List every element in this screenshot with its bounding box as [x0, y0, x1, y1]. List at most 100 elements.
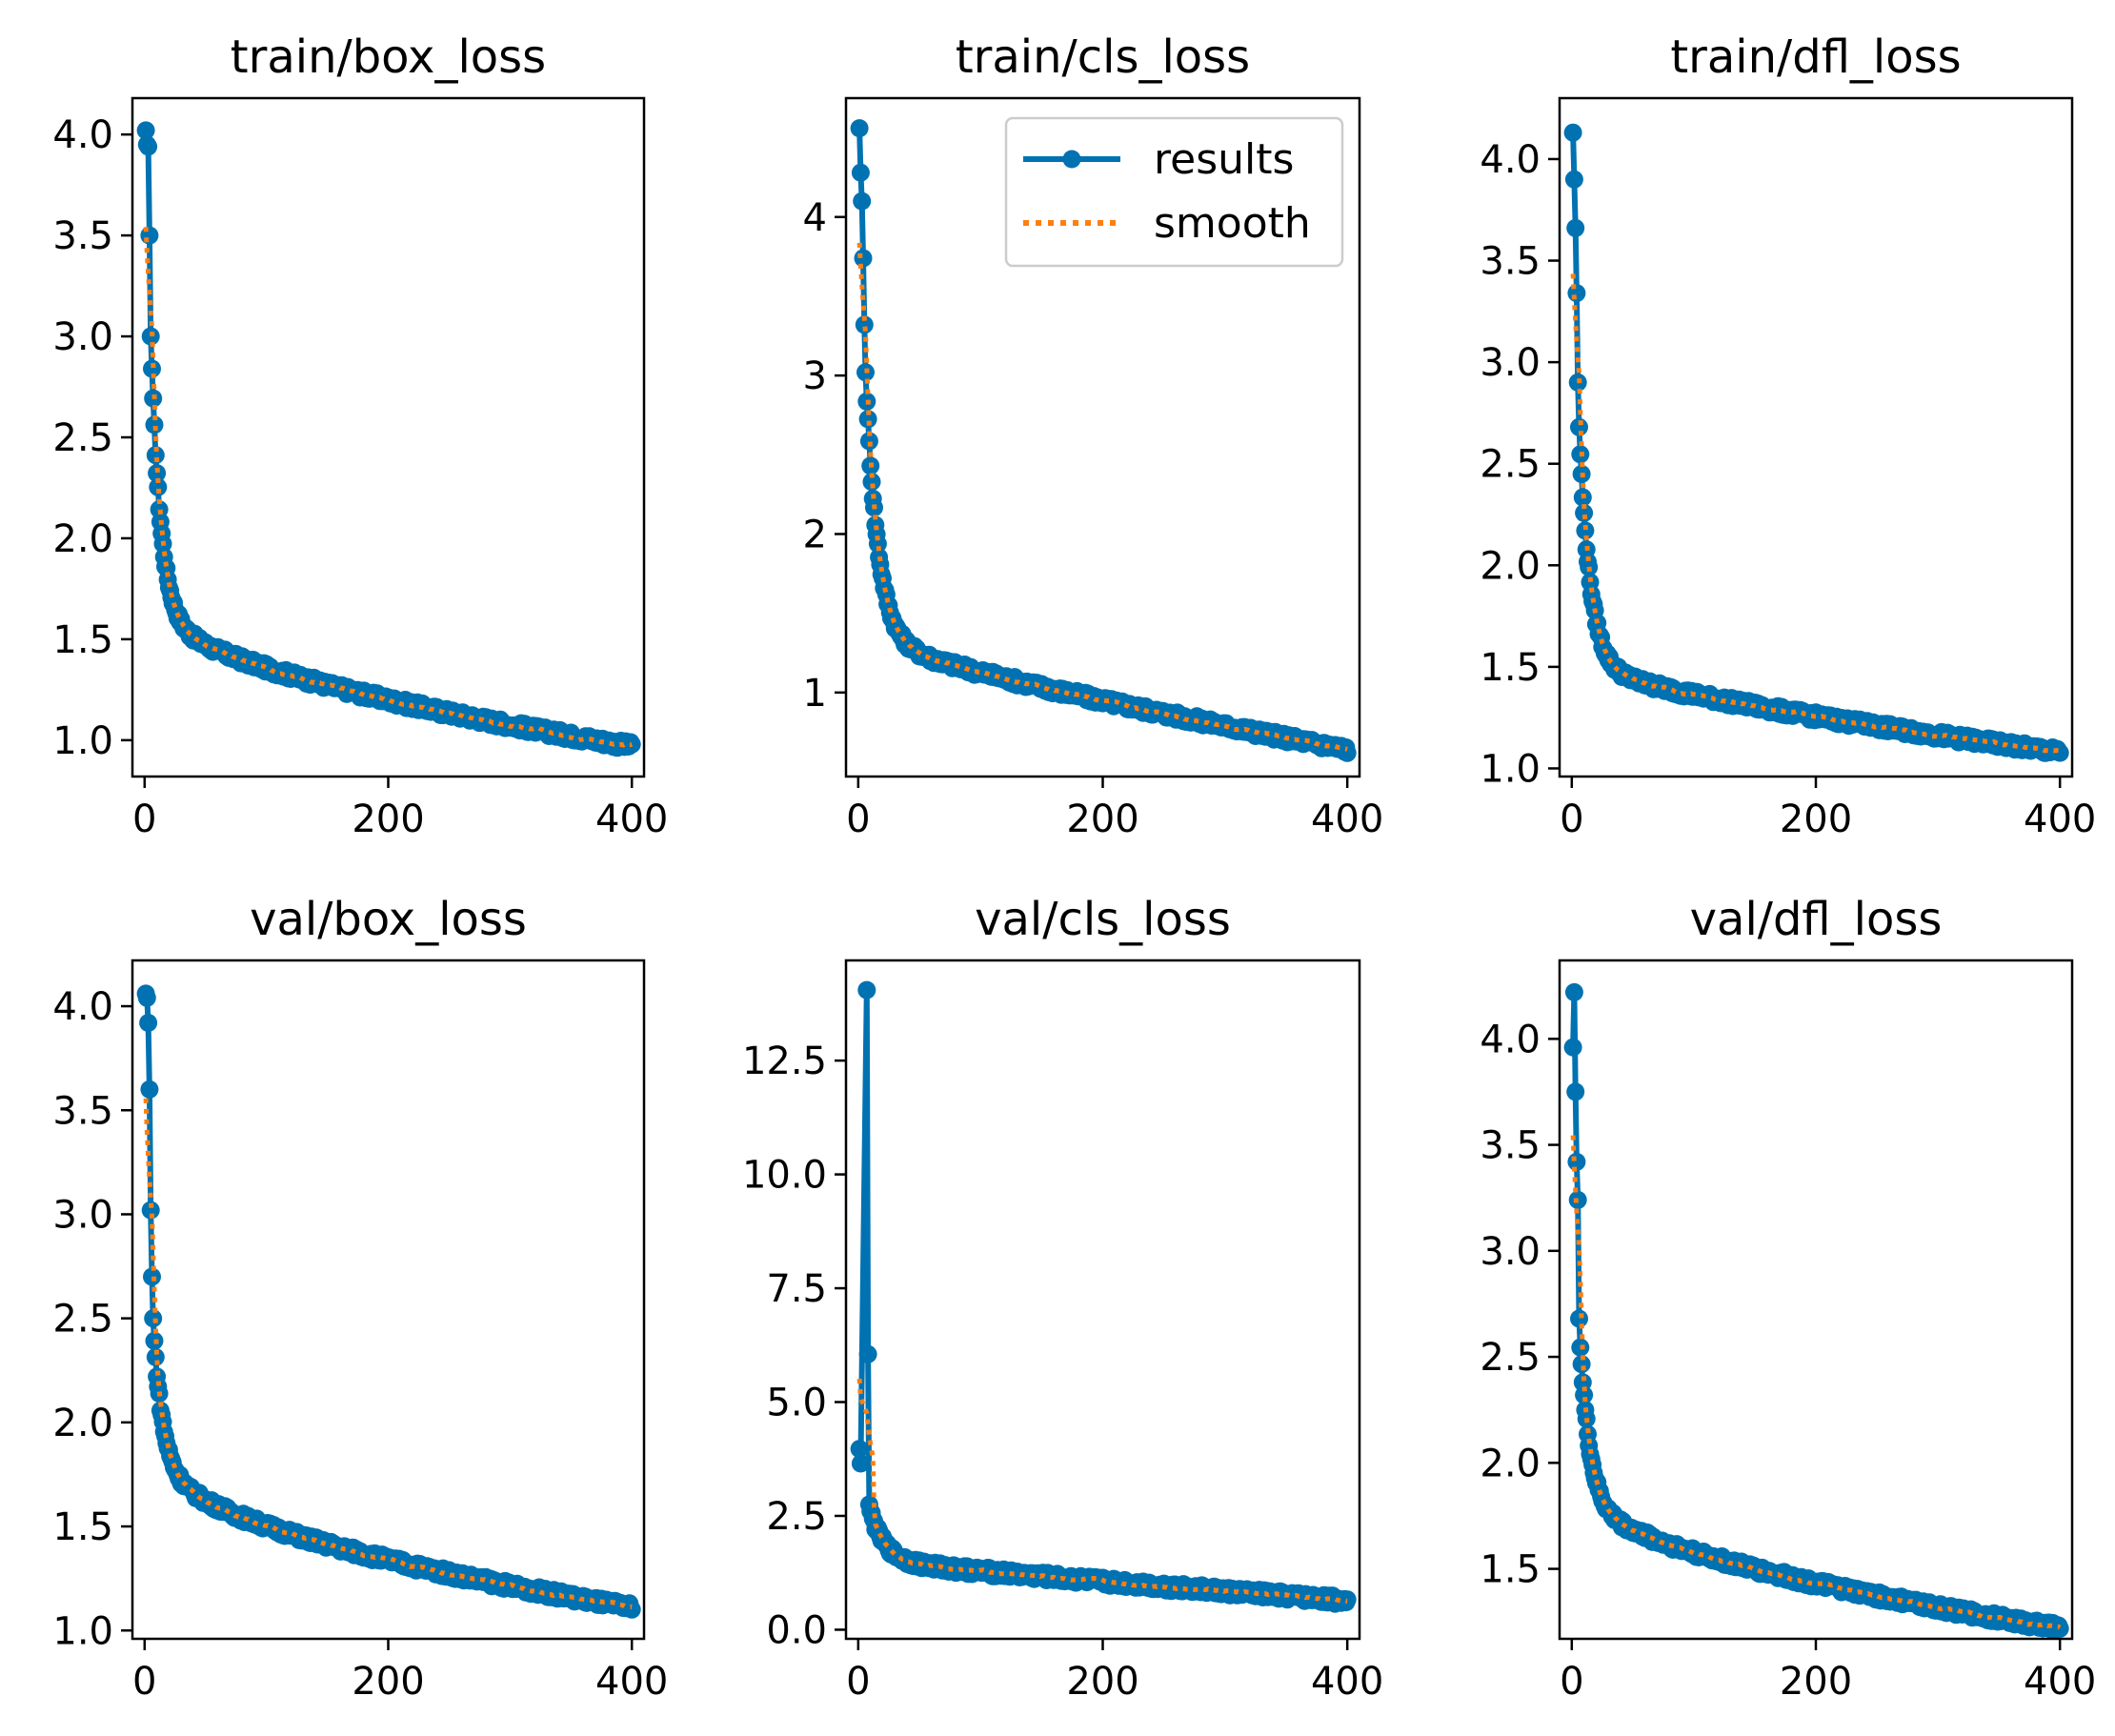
y-tick-label: 3.0 — [1480, 341, 1541, 385]
x-tick-label: 200 — [1066, 797, 1138, 841]
x-tick-label: 200 — [352, 1660, 424, 1704]
results-point — [2050, 1619, 2069, 1638]
results-point — [868, 535, 887, 554]
y-tick-label: 2.5 — [1480, 443, 1541, 487]
x-tick-label: 200 — [1780, 1660, 1852, 1704]
results-point — [853, 192, 872, 211]
x-tick-label: 0 — [846, 797, 870, 841]
y-tick-label: 2.5 — [52, 1298, 113, 1342]
y-tick-label: 1.5 — [1480, 646, 1541, 690]
x-tick-label: 400 — [1311, 1660, 1383, 1704]
results-point — [1566, 218, 1585, 237]
smooth-line — [143, 1098, 633, 1610]
x-tick-label: 200 — [352, 797, 424, 841]
y-tick-label: 3.5 — [1480, 1124, 1541, 1168]
legend-label-smooth: smooth — [1154, 199, 1311, 248]
x-tick-label: 400 — [2024, 1660, 2096, 1704]
results-point — [140, 1080, 159, 1099]
results-point — [1564, 170, 1583, 189]
results-point — [136, 121, 155, 140]
results-point — [1576, 521, 1595, 540]
panel-val-box-loss: val/box_loss 0 200 400 1.0 1.5 2.0 2.5 3.0 3.5 4.… — [52, 893, 668, 1704]
panel-title: val/dfl_loss — [1690, 893, 1943, 946]
results-point — [1566, 1082, 1585, 1101]
y-tick-label: 3.0 — [52, 315, 113, 359]
legend-label-results: results — [1154, 135, 1294, 184]
panel-title: val/box_loss — [250, 893, 527, 946]
x-tick-label: 400 — [2024, 797, 2096, 841]
x-tick-label: 400 — [1311, 797, 1383, 841]
results-point — [146, 446, 165, 465]
y-tick-label: 2.0 — [1480, 1442, 1541, 1485]
y-tick-label: 2.0 — [52, 1402, 113, 1445]
results-point — [1563, 123, 1582, 142]
y-tick-label: 2.0 — [52, 517, 113, 561]
x-tick-label: 0 — [132, 797, 156, 841]
results-point — [143, 359, 161, 378]
results-point — [858, 410, 877, 429]
legend-results-marker — [1062, 150, 1081, 169]
panel-val-dfl-loss: val/dfl_loss 0 200 400 1.5 2.0 2.5 3.0 3.5 4.0 — [1480, 893, 2096, 1704]
y-tick-label: 7.5 — [766, 1267, 827, 1311]
y-tick-label: 4.0 — [52, 985, 113, 1029]
results-point — [1570, 1309, 1588, 1328]
y-tick-label: 1.0 — [1480, 747, 1541, 791]
y-tick-label: 1.0 — [52, 1609, 113, 1653]
panel-title: train/dfl_loss — [1670, 30, 1961, 84]
x-tick-label: 200 — [1780, 797, 1852, 841]
results-point — [146, 1347, 165, 1366]
panel-train-cls-loss: train/cls_loss 0 200 400 1 2 3 4 results smoot… — [803, 30, 1384, 841]
results-point — [1567, 284, 1586, 303]
y-tick-label: 1 — [803, 672, 827, 716]
y-tick-label: 1.5 — [52, 618, 113, 662]
x-tick-label: 0 — [1560, 1660, 1583, 1704]
panel-val-cls-loss: val/cls_loss 0 200 400 0.0 2.5 5.0 7.5 10.0 12.5 — [742, 893, 1383, 1704]
results-point — [140, 226, 159, 245]
y-tick-label: 2.0 — [1480, 544, 1541, 588]
results-point — [1572, 1355, 1591, 1374]
results-point — [141, 1201, 160, 1220]
y-tick-label: 2 — [803, 513, 827, 556]
results-point — [139, 137, 158, 156]
results-point — [850, 119, 869, 138]
results-point — [1575, 1385, 1594, 1404]
y-tick-label: 0.0 — [766, 1608, 827, 1652]
results-point — [1564, 982, 1583, 1001]
panel-title: train/cls_loss — [956, 30, 1250, 84]
smooth-line — [1570, 1135, 2062, 1630]
legend-frame — [1004, 116, 1344, 268]
y-tick-label: 2.5 — [1480, 1336, 1541, 1380]
y-tick-label: 1.0 — [52, 719, 113, 763]
y-tick-label: 3.0 — [52, 1193, 113, 1237]
results-point — [850, 1440, 869, 1459]
smooth-line — [856, 1378, 1348, 1604]
results-point — [1338, 743, 1357, 762]
y-tick-label: 3.5 — [52, 214, 113, 258]
y-tick-label: 12.5 — [742, 1040, 827, 1083]
y-tick-label: 1.5 — [52, 1505, 113, 1549]
results-point — [851, 1454, 870, 1473]
panel-title: val/cls_loss — [975, 893, 1231, 946]
y-tick-label: 4.0 — [52, 113, 113, 157]
x-tick-label: 200 — [1066, 1660, 1138, 1704]
x-tick-label: 0 — [1560, 797, 1583, 841]
y-tick-label: 5.0 — [766, 1382, 827, 1425]
smooth-line — [1570, 273, 2062, 754]
y-tick-label: 3.0 — [1480, 1230, 1541, 1274]
x-tick-label: 0 — [132, 1660, 156, 1704]
results-point — [855, 315, 874, 334]
y-tick-label: 4.0 — [1480, 1018, 1541, 1061]
smooth-line — [143, 227, 633, 748]
y-tick-label: 3.5 — [1480, 240, 1541, 284]
x-tick-label: 400 — [595, 797, 668, 841]
panel-train-dfl-loss: train/dfl_loss 0 200 400 1.0 1.5 2.0 2.5 3.0 3.5… — [1480, 30, 2096, 841]
results-point — [851, 163, 870, 182]
y-tick-label: 3 — [803, 354, 827, 398]
x-tick-label: 400 — [595, 1660, 668, 1704]
legend: results smooth — [1004, 116, 1344, 268]
results-point — [622, 1600, 641, 1619]
results-point — [1563, 1038, 1582, 1057]
smooth-line — [856, 242, 1348, 752]
